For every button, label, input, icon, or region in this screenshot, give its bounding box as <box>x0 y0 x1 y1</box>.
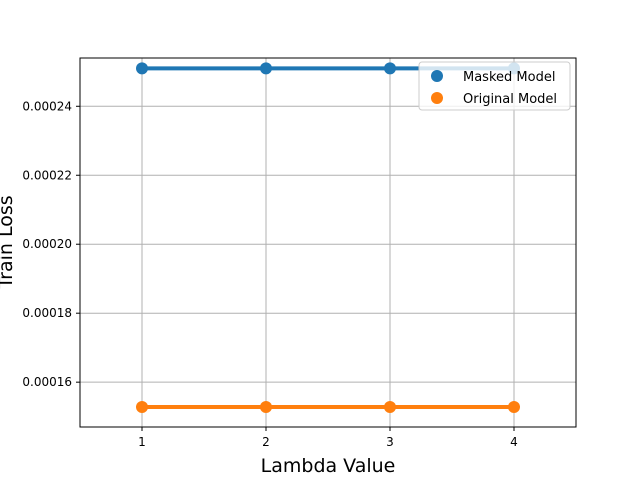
plot-frame <box>79 57 577 428</box>
ticks: 1 2 3 4 0.00016 0.00018 0.00020 0.00022 0.00024 <box>22 99 517 449</box>
legend-marker-1 <box>431 92 443 104</box>
y-axis-title: Train Loss <box>0 195 17 289</box>
x-tick-label: 1 <box>138 435 146 449</box>
legend-box <box>418 61 571 111</box>
x-tick-label: 2 <box>262 435 270 449</box>
legend-label-0: Masked Model <box>463 70 555 85</box>
x-tick-label: 3 <box>386 435 394 449</box>
y-tick-label: 0.00022 <box>22 168 72 182</box>
data-point <box>260 400 272 413</box>
legend-label-1: Original Model <box>463 92 557 107</box>
data-point <box>136 62 148 75</box>
grid <box>80 58 576 427</box>
y-tick-label: 0.00020 <box>22 237 72 251</box>
y-tick-label: 0.00016 <box>22 375 72 389</box>
x-axis-title: Lambda Value <box>261 455 396 477</box>
legend-marker-0 <box>431 70 443 82</box>
data-point <box>384 400 396 413</box>
data-point <box>384 62 396 75</box>
legend: Masked Model Original Model <box>418 61 571 111</box>
y-tick-label: 0.00018 <box>22 306 72 320</box>
data-point <box>136 400 148 413</box>
x-tick-label: 4 <box>510 435 518 449</box>
data-point <box>508 400 520 413</box>
y-tick-label: 0.00024 <box>22 99 72 113</box>
series-layer <box>136 62 520 413</box>
data-point <box>260 62 272 75</box>
